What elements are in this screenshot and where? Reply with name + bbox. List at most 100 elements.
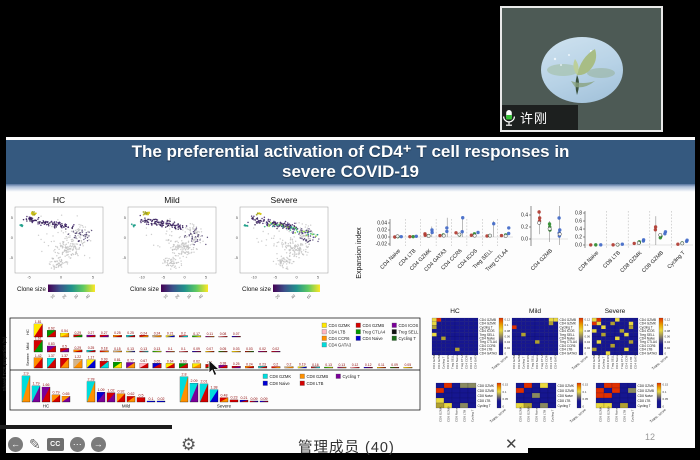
svg-text:-5: -5	[274, 275, 278, 280]
svg-text:CD4 GZMB: CD4 GZMB	[592, 353, 596, 369]
svg-text:CD8 GZMK: CD8 GZMK	[558, 384, 575, 388]
svg-text:0.1: 0.1	[583, 390, 587, 394]
svg-text:1.61: 1.61	[35, 336, 42, 340]
svg-text:0.62: 0.62	[193, 360, 200, 364]
svg-text:5: 5	[205, 275, 208, 280]
dark-strip	[0, 425, 172, 429]
svg-text:0.1: 0.1	[181, 347, 186, 351]
previous-slide-button[interactable]: ←	[8, 437, 23, 452]
svg-text:0.93: 0.93	[101, 357, 108, 361]
svg-text:Cycling T: Cycling T	[399, 336, 417, 341]
svg-text:Cycling T: Cycling T	[441, 356, 445, 369]
settings-gear-icon[interactable]: ⚙	[181, 436, 196, 453]
close-icon[interactable]: ✕	[505, 435, 518, 453]
svg-text:0.8: 0.8	[575, 211, 582, 217]
svg-text:0.09: 0.09	[261, 397, 268, 401]
svg-text:Cycling T: Cycling T	[631, 409, 635, 422]
svg-text:CD8 GZMB: CD8 GZMB	[638, 389, 654, 393]
svg-text:5: 5	[11, 215, 14, 220]
svg-text:Treg CTLA4: Treg CTLA4	[363, 330, 386, 335]
svg-text:Clone size: Clone size	[242, 286, 271, 293]
svg-text:0.25: 0.25	[233, 362, 240, 366]
svg-text:CD8 GZMB: CD8 GZMB	[558, 389, 574, 393]
svg-text:0.03: 0.03	[246, 347, 253, 351]
participant-name-bar: 许刚	[502, 105, 578, 130]
svg-text:Cycling T: Cycling T	[601, 356, 605, 369]
svg-text:Severe: Severe	[217, 404, 232, 409]
svg-text:CD8 LTB: CD8 LTB	[558, 399, 571, 403]
svg-text:0.25: 0.25	[127, 331, 134, 335]
svg-text:20: 20	[62, 294, 68, 300]
svg-text:0.1: 0.1	[665, 323, 669, 327]
svg-text:0.64: 0.64	[167, 359, 174, 363]
svg-text:0.4: 0.4	[521, 213, 528, 219]
svg-text:0.29: 0.29	[74, 331, 81, 335]
svg-text:Cycling T: Cycling T	[521, 356, 525, 369]
svg-text:0.2: 0.2	[181, 332, 186, 336]
svg-text:Clone size: Clone size	[17, 286, 46, 293]
svg-text:0.11: 0.11	[207, 332, 213, 336]
svg-text:5: 5	[92, 275, 95, 280]
svg-text:0.15: 0.15	[114, 347, 121, 351]
svg-text:CD4 CCR6: CD4 CCR6	[329, 336, 351, 341]
svg-text:0.04: 0.04	[665, 340, 671, 344]
more-options-button[interactable]: ⋯	[70, 437, 85, 452]
svg-text:0.12: 0.12	[505, 318, 511, 322]
svg-text:0.02: 0.02	[272, 347, 279, 351]
svg-text:30: 30	[186, 294, 192, 300]
svg-text:0.2: 0.2	[575, 235, 582, 241]
svg-text:CD8 LTB: CD8 LTB	[543, 410, 547, 422]
svg-text:CD8 GZMB: CD8 GZMB	[307, 374, 329, 379]
svg-text:0.11: 0.11	[378, 363, 384, 367]
svg-text:0.65: 0.65	[154, 359, 161, 363]
svg-text:Treg CTLA4: Treg CTLA4	[620, 352, 624, 369]
svg-text:1.09: 1.09	[98, 388, 105, 392]
captions-button[interactable]: CC	[47, 438, 64, 451]
svg-text:CD8 LTB: CD8 LTB	[623, 410, 627, 422]
svg-text:CD8 Naive: CD8 Naive	[615, 407, 619, 422]
shared-slide: The preferential activation of CD4⁺ T ce…	[6, 137, 695, 453]
svg-text:CD4 LTB: CD4 LTB	[549, 357, 553, 369]
svg-text:0.08: 0.08	[505, 329, 511, 333]
svg-text:0.09: 0.09	[391, 363, 398, 367]
svg-text:CD8 GZMK: CD8 GZMK	[519, 406, 523, 422]
svg-text:0.02: 0.02	[585, 346, 591, 350]
svg-text:CD4 GZMK: CD4 GZMK	[437, 353, 441, 369]
svg-text:0.17: 0.17	[193, 332, 200, 336]
svg-text:1.42: 1.42	[35, 354, 42, 358]
svg-text:0.03: 0.03	[233, 347, 240, 351]
svg-text:0.07: 0.07	[206, 347, 213, 351]
svg-text:CD8 GZMK: CD8 GZMK	[270, 374, 292, 379]
svg-text:Expansion index: Expansion index	[356, 227, 363, 279]
svg-text:0.5: 0.5	[62, 344, 67, 348]
svg-text:Treg SELL: Treg SELL	[451, 354, 455, 369]
svg-text:Severe: Severe	[25, 353, 30, 366]
svg-text:0.92: 0.92	[48, 326, 55, 330]
pen-tool-button[interactable]: ✎	[29, 437, 41, 452]
svg-text:1.81: 1.81	[35, 320, 42, 324]
svg-text:0.13: 0.13	[140, 347, 147, 351]
svg-text:0.24: 0.24	[246, 362, 253, 366]
svg-text:20: 20	[175, 294, 181, 300]
svg-text:CD4 ICOS: CD4 ICOS	[526, 355, 530, 369]
svg-text:20: 20	[275, 294, 281, 300]
svg-text:Cycling T: Cycling T	[551, 409, 555, 422]
svg-text:60: 60	[306, 294, 312, 300]
svg-text:Trans. score: Trans. score	[649, 408, 667, 424]
svg-text:-10: -10	[139, 275, 146, 280]
svg-text:Mild: Mild	[164, 195, 180, 205]
svg-text:CD8 Naive: CD8 Naive	[558, 394, 574, 398]
svg-text:HC: HC	[43, 404, 50, 409]
lotus-leaf-image	[541, 37, 623, 103]
svg-text:Trans. score: Trans. score	[651, 355, 669, 371]
meeting-app-window: The preferential activation of CD4⁺ T ce…	[0, 0, 700, 460]
svg-text:0.2: 0.2	[287, 363, 292, 367]
svg-text:0.24: 0.24	[140, 331, 147, 335]
svg-text:0.04: 0.04	[505, 340, 511, 344]
svg-text:Treg SELL: Treg SELL	[611, 354, 615, 369]
svg-text:0.08: 0.08	[665, 329, 671, 333]
webcam-tile[interactable]: 许刚	[500, 6, 663, 132]
svg-text:CD8 Naive: CD8 Naive	[638, 394, 654, 398]
slide-page-number: 12	[645, 432, 655, 442]
next-slide-button[interactable]: →	[91, 437, 106, 452]
